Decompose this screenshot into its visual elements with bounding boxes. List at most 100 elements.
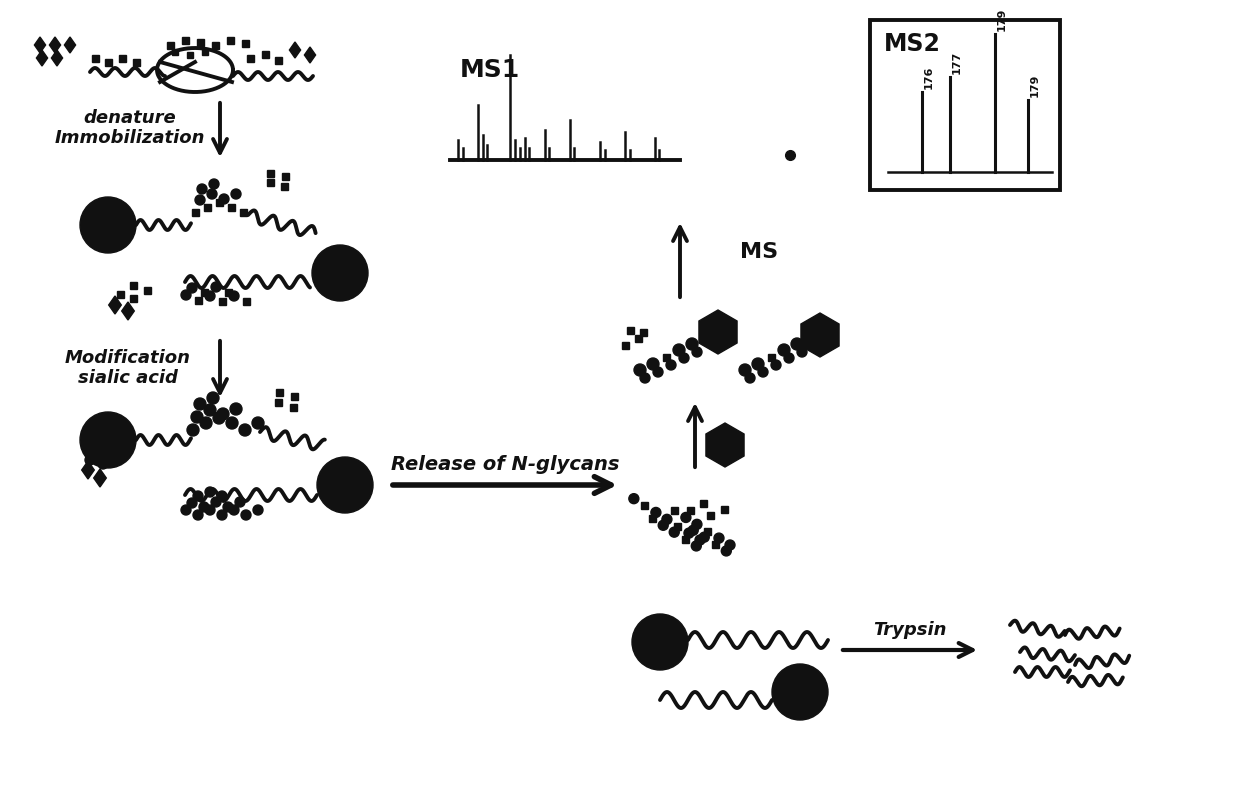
Circle shape	[694, 535, 706, 545]
Circle shape	[771, 360, 781, 370]
Circle shape	[211, 282, 221, 292]
Circle shape	[205, 404, 216, 416]
Polygon shape	[801, 313, 839, 357]
Circle shape	[239, 424, 250, 436]
Bar	[129, 294, 136, 302]
Circle shape	[217, 510, 227, 520]
Circle shape	[666, 360, 676, 370]
Circle shape	[187, 283, 197, 293]
Bar	[227, 37, 233, 43]
Circle shape	[691, 541, 702, 551]
Circle shape	[98, 445, 108, 455]
Bar	[707, 511, 713, 518]
Bar	[243, 298, 249, 305]
Circle shape	[207, 392, 219, 404]
Circle shape	[197, 184, 207, 194]
Bar	[720, 506, 728, 513]
Circle shape	[722, 546, 732, 556]
Circle shape	[211, 497, 221, 507]
Text: 176: 176	[924, 66, 934, 89]
Bar	[649, 515, 656, 522]
Bar	[181, 37, 188, 43]
Bar	[195, 297, 201, 303]
Circle shape	[112, 455, 122, 465]
Circle shape	[681, 513, 691, 522]
Bar	[227, 203, 234, 210]
Circle shape	[751, 358, 764, 370]
Bar	[274, 57, 281, 63]
Circle shape	[229, 291, 239, 301]
Circle shape	[81, 197, 136, 253]
Bar	[274, 398, 281, 406]
Bar	[290, 393, 298, 399]
Circle shape	[217, 408, 229, 420]
Circle shape	[653, 367, 663, 377]
Bar	[216, 198, 222, 206]
Text: MS1: MS1	[460, 58, 520, 82]
Bar	[224, 289, 232, 295]
Bar	[267, 170, 274, 177]
Circle shape	[714, 533, 724, 543]
Circle shape	[207, 189, 217, 199]
Bar	[191, 209, 198, 215]
Circle shape	[745, 373, 755, 383]
Circle shape	[193, 510, 203, 520]
Bar	[166, 42, 174, 49]
Bar	[201, 289, 207, 295]
Circle shape	[632, 614, 688, 670]
Circle shape	[231, 189, 241, 199]
Circle shape	[217, 491, 227, 501]
Circle shape	[658, 520, 668, 530]
Polygon shape	[64, 37, 76, 53]
Circle shape	[193, 398, 206, 410]
Circle shape	[662, 514, 672, 524]
Circle shape	[241, 510, 250, 520]
Bar	[699, 499, 707, 506]
Bar	[172, 49, 179, 55]
Circle shape	[758, 367, 768, 377]
Bar	[806, 334, 813, 341]
Bar	[702, 334, 708, 341]
Circle shape	[187, 498, 197, 508]
Bar	[635, 334, 641, 342]
Circle shape	[647, 358, 658, 370]
Circle shape	[229, 403, 242, 415]
Circle shape	[791, 338, 804, 350]
Text: Trypsin: Trypsin	[873, 621, 947, 639]
Bar	[267, 178, 274, 186]
Bar	[129, 282, 136, 289]
Bar	[117, 290, 124, 298]
Text: 177: 177	[952, 50, 962, 74]
Circle shape	[112, 449, 122, 459]
Circle shape	[253, 505, 263, 515]
Bar	[212, 42, 218, 49]
Circle shape	[640, 373, 650, 383]
Polygon shape	[289, 42, 300, 58]
Bar	[640, 329, 646, 335]
Circle shape	[236, 497, 246, 507]
Circle shape	[634, 364, 646, 376]
Circle shape	[191, 411, 203, 423]
Bar	[687, 506, 693, 514]
Text: Release of N-glycans: Release of N-glycans	[391, 455, 619, 474]
Bar	[641, 502, 649, 509]
Bar	[202, 49, 208, 55]
Bar	[203, 203, 211, 210]
Circle shape	[773, 664, 828, 720]
Circle shape	[252, 417, 264, 429]
Circle shape	[193, 491, 203, 501]
Bar	[262, 50, 269, 58]
Circle shape	[797, 347, 807, 357]
Circle shape	[213, 412, 224, 424]
Circle shape	[692, 347, 702, 357]
Bar	[671, 507, 678, 514]
Bar	[704, 528, 712, 534]
Polygon shape	[706, 423, 744, 467]
Circle shape	[673, 344, 684, 356]
Circle shape	[739, 364, 751, 376]
Polygon shape	[122, 302, 134, 320]
Bar	[275, 389, 283, 395]
Bar	[768, 354, 775, 361]
Circle shape	[651, 507, 661, 518]
Circle shape	[725, 540, 735, 550]
